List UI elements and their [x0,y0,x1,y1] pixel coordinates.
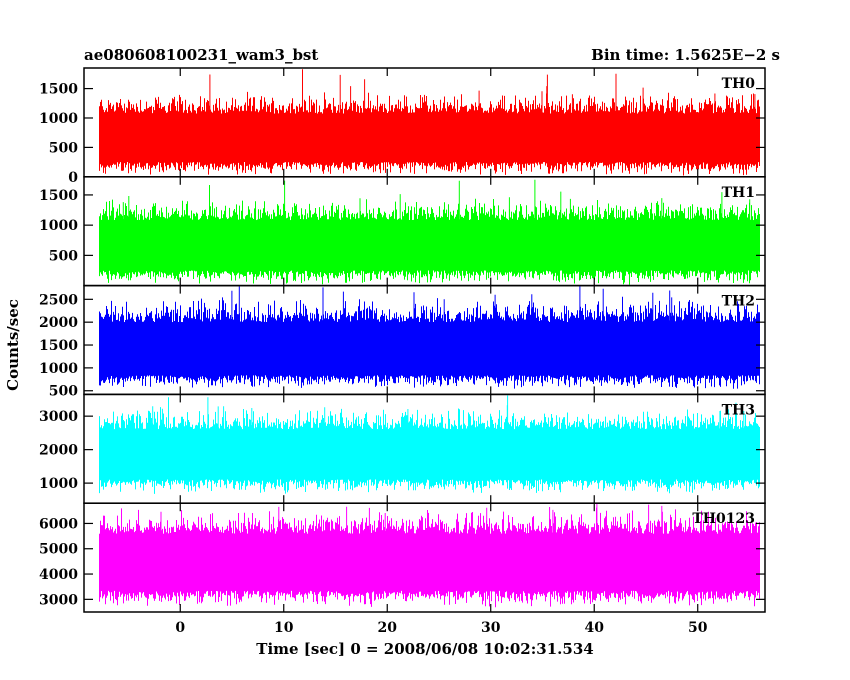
series-line-th0 [99,69,760,176]
panel-label-th3: TH3 [722,402,755,418]
series-line-th0123 [99,503,760,608]
y-tick-label: 0 [68,170,78,186]
y-tick-label: 1000 [39,218,78,234]
panel-label-th0: TH0 [722,76,756,92]
series-line-th2 [99,286,760,389]
y-tick-label: 5000 [39,542,78,558]
y-tick-label: 500 [49,248,78,264]
x-tick-label: 20 [377,620,397,636]
panel-label-th1: TH1 [722,185,755,201]
panel-frame-th0123 [83,502,766,613]
x-tick-label: 10 [274,620,294,636]
y-tick-label: 2000 [39,315,78,331]
panel-label-th2: TH2 [722,294,755,310]
y-axis-label: Counts/sec [4,299,22,391]
y-tick-label: 3000 [39,592,78,608]
x-tick-label: 40 [584,620,604,636]
chart-title-right: Bin time: 1.5625E−2 s [591,46,780,64]
y-tick-label: 2500 [39,292,78,308]
x-axis-label: Time [sec] 0 = 2008/06/08 10:02:31.534 [256,640,593,658]
y-tick-label: 1500 [39,82,78,98]
y-tick-label: 6000 [39,516,78,532]
y-tick-label: 500 [49,384,78,400]
x-tick-label: 0 [175,620,185,636]
y-tick-label: 1500 [39,338,78,354]
series-line-th3 [99,395,760,494]
panel-label-th0123: TH0123 [692,511,755,527]
y-tick-label: 4000 [39,567,78,583]
y-tick-label: 1000 [39,111,78,127]
y-tick-label: 3000 [39,409,78,425]
y-tick-label: 1000 [39,476,78,492]
y-tick-label: 2000 [39,443,78,459]
chart-title-left: ae080608100231_wam3_bst [84,46,318,64]
series-line-th1 [99,179,760,285]
y-tick-label: 1000 [39,361,78,377]
y-tick-label: 500 [49,140,78,156]
x-tick-label: 50 [688,620,708,636]
y-tick-label: 1500 [39,188,78,204]
x-tick-label: 30 [481,620,501,636]
